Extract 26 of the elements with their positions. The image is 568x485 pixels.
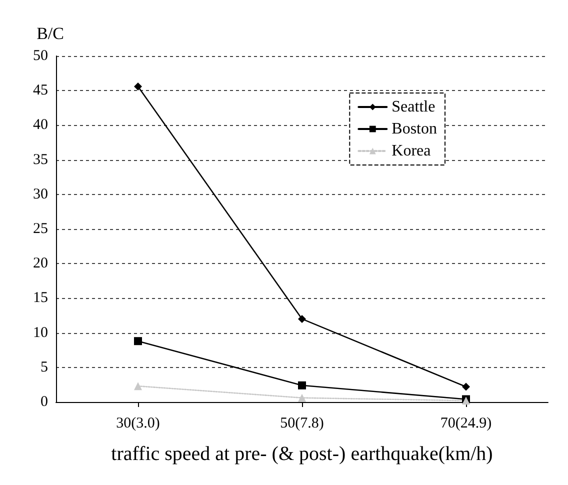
- y-tick-label: 25: [33, 221, 48, 237]
- x-tick-label: 30(3.0): [116, 416, 160, 432]
- point: [298, 314, 306, 323]
- y-tick-label: 20: [33, 256, 48, 272]
- point: [134, 337, 142, 346]
- x-tick-label: 70(24.9): [440, 416, 492, 432]
- legend-label: Boston: [392, 120, 437, 138]
- point: [462, 382, 470, 391]
- point: [134, 382, 142, 390]
- y-tick-label: 45: [33, 82, 48, 99]
- point: [298, 394, 306, 402]
- point: [134, 82, 142, 90]
- point: [298, 381, 306, 390]
- y-axis-title: B/C: [36, 24, 64, 43]
- y-tick-label: 35: [33, 152, 48, 168]
- y-tick-label: 30: [33, 186, 48, 202]
- y-tick-label: 40: [33, 117, 48, 134]
- y-tick-label: 0: [40, 394, 48, 410]
- legend-label: Seattle: [392, 98, 436, 116]
- x-tick-label: 50(7.8): [280, 416, 324, 432]
- legend-label: Korea: [392, 142, 431, 160]
- x-axis-title: traffic speed at pre- (& post-) earthquake(km/h): [111, 443, 493, 465]
- y-tick-label: 10: [33, 324, 48, 341]
- y-tick-label: 15: [33, 290, 48, 306]
- y-tick-label: 5: [40, 359, 48, 376]
- y-tick-label: 50: [33, 48, 48, 64]
